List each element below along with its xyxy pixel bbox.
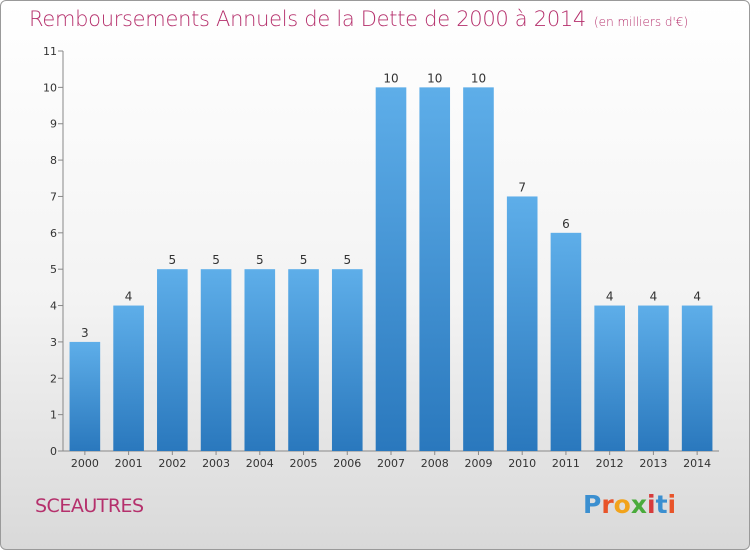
bar-value-label: 5: [343, 253, 351, 267]
y-tick-label: 3: [50, 336, 57, 349]
y-tick-label: 6: [50, 227, 57, 240]
bar-value-label: 7: [518, 180, 526, 194]
bar: [419, 87, 451, 451]
chart-title-text: Remboursements Annuels de la Dette de 20…: [29, 7, 586, 31]
y-tick-label: 4: [50, 300, 57, 313]
x-tick-label: 2010: [508, 457, 536, 470]
bar-value-label: 10: [471, 71, 486, 85]
bar-value-label: 3: [81, 326, 89, 340]
bar-value-label: 5: [212, 253, 220, 267]
logo-letter: r: [601, 490, 614, 519]
bar: [681, 305, 713, 451]
bar-value-label: 6: [562, 217, 570, 231]
x-tick-label: 2012: [596, 457, 624, 470]
y-tick-label: 10: [43, 81, 57, 94]
logo-letter: P: [583, 490, 602, 519]
logo-letter: x: [630, 490, 647, 519]
chart-subtitle: (en milliers d'€): [594, 15, 689, 29]
bar: [69, 341, 101, 451]
bar: [638, 305, 669, 451]
x-tick-label: 2004: [246, 457, 274, 470]
x-tick-label: 2003: [202, 457, 230, 470]
bar-value-label: 4: [693, 290, 701, 304]
x-tick-label: 2014: [683, 457, 711, 470]
x-tick-label: 2006: [333, 457, 361, 470]
x-tick-label: 2002: [158, 457, 186, 470]
bar: [463, 87, 494, 451]
logo-letter: i: [647, 490, 656, 519]
logo-letter: i: [667, 490, 677, 519]
bar: [594, 305, 625, 451]
bar-value-label: 10: [427, 71, 442, 85]
bar-value-label: 5: [256, 253, 264, 267]
logo-letter: o: [613, 490, 631, 519]
x-tick-label: 2005: [290, 457, 318, 470]
bar-value-label: 5: [169, 253, 177, 267]
bar: [506, 196, 538, 451]
bar: [157, 269, 188, 451]
bar: [288, 269, 319, 451]
x-tick-label: 2000: [71, 457, 99, 470]
chart-title: Remboursements Annuels de la Dette de 20…: [29, 7, 688, 31]
bar: [200, 269, 232, 451]
y-tick-label: 7: [50, 190, 57, 203]
proxiti-logo[interactable]: Proxiti: [583, 490, 676, 519]
x-tick-label: 2013: [639, 457, 667, 470]
x-tick-label: 2009: [464, 457, 492, 470]
town-name: SCEAUTRES: [35, 495, 144, 517]
x-tick-label: 2011: [552, 457, 580, 470]
bar: [244, 269, 276, 451]
logo-letter: t: [655, 490, 668, 519]
bar-value-label: 4: [125, 290, 133, 304]
y-tick-label: 5: [50, 263, 57, 276]
bar: [113, 305, 144, 451]
x-tick-label: 2001: [115, 457, 143, 470]
x-tick-label: 2007: [377, 457, 405, 470]
bar: [331, 269, 363, 451]
y-tick-label: 11: [43, 45, 57, 58]
y-tick-label: 8: [50, 154, 57, 167]
y-tick-label: 2: [50, 372, 57, 385]
bar-value-label: 4: [606, 290, 614, 304]
bar-value-label: 5: [300, 253, 308, 267]
x-tick-label: 2008: [421, 457, 449, 470]
y-tick-label: 9: [50, 118, 57, 131]
bar: [550, 232, 582, 451]
y-tick-label: 0: [50, 445, 57, 458]
bar-value-label: 10: [383, 71, 398, 85]
bar: [375, 87, 407, 451]
bar-value-label: 4: [650, 290, 658, 304]
y-tick-label: 1: [50, 409, 57, 422]
